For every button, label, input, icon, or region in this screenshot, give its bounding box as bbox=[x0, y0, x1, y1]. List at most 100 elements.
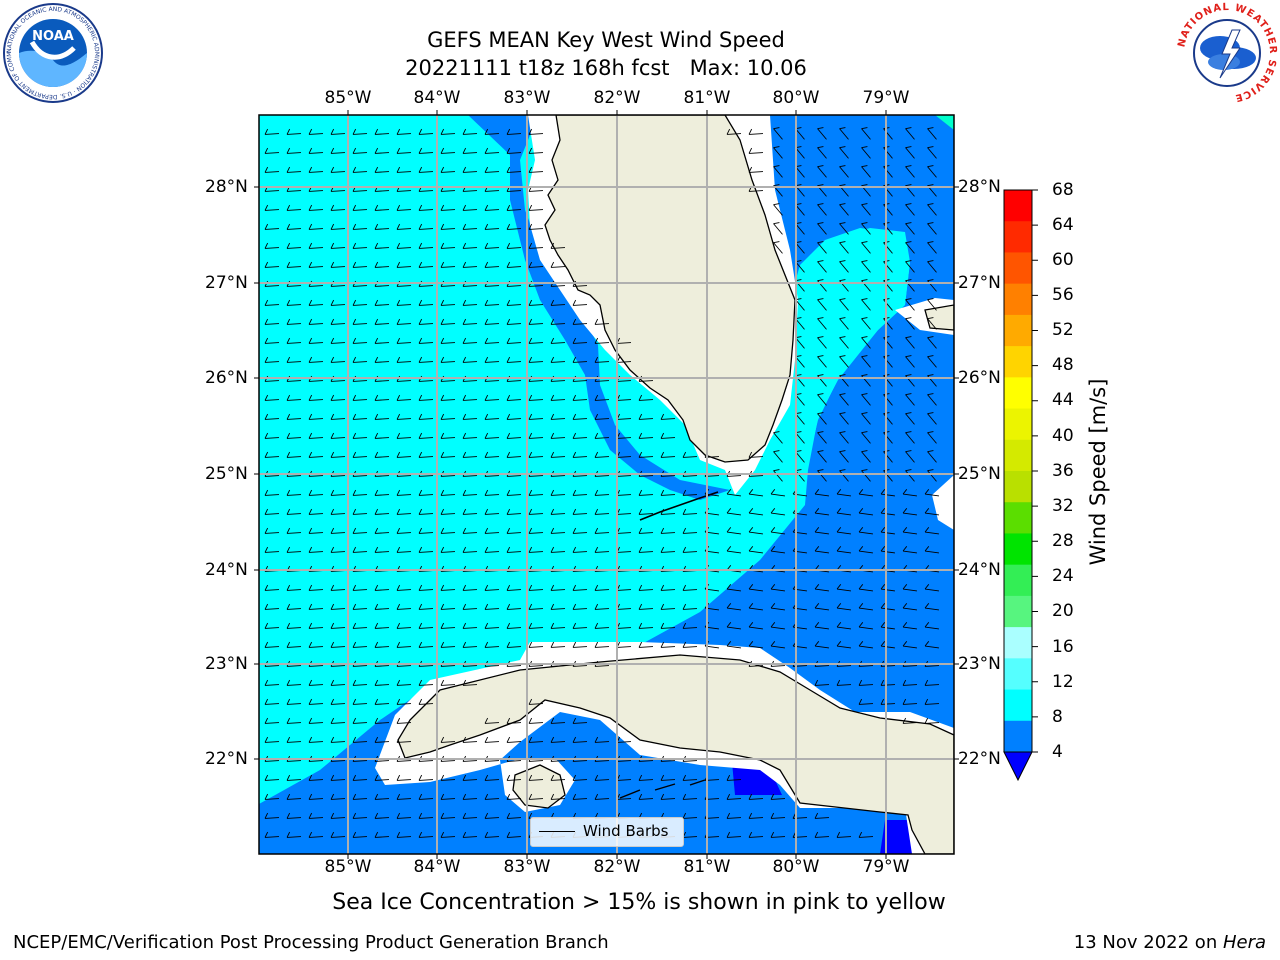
wind-barb bbox=[858, 546, 873, 554]
wind-barb bbox=[330, 546, 346, 553]
wind-barb bbox=[352, 299, 368, 306]
colorbar-segment bbox=[1004, 564, 1032, 597]
wind-barb bbox=[396, 736, 412, 743]
wind-barb bbox=[264, 356, 280, 363]
wind-barb bbox=[286, 622, 302, 629]
wind-barb bbox=[682, 584, 698, 591]
colorbar-tick: 56 bbox=[1052, 285, 1074, 305]
wind-barb bbox=[308, 242, 324, 249]
wind-barb bbox=[506, 546, 522, 553]
title-line-1: GEFS MEAN Key West Wind Speed bbox=[427, 28, 785, 52]
wind-barb bbox=[264, 128, 280, 135]
wind-barb bbox=[506, 641, 522, 648]
wind-barb bbox=[330, 717, 346, 724]
wind-barb bbox=[418, 451, 434, 458]
wind-barb bbox=[748, 508, 763, 516]
wind-barb bbox=[330, 356, 346, 363]
wind-barb bbox=[286, 394, 302, 401]
wind-barb bbox=[418, 261, 434, 268]
wind-barb bbox=[396, 698, 412, 705]
wind-barb bbox=[264, 736, 280, 743]
wind-barb bbox=[506, 261, 522, 268]
wind-barb bbox=[440, 812, 456, 819]
lat-label-left: 25°N bbox=[205, 464, 248, 484]
wind-barb bbox=[484, 242, 500, 249]
legend-label: Wind Barbs bbox=[583, 822, 669, 840]
wind-barb bbox=[396, 527, 412, 534]
title-line-2: 20221111 t18z 168h fcst Max: 10.06 bbox=[405, 56, 807, 80]
wind-barb bbox=[924, 622, 939, 630]
wind-barb bbox=[484, 451, 500, 458]
wind-barb bbox=[927, 355, 937, 368]
wind-barb bbox=[352, 451, 368, 458]
lon-label-bottom: 85°W bbox=[324, 857, 372, 877]
wind-barb bbox=[506, 432, 522, 439]
wind-barb bbox=[770, 812, 786, 819]
wind-barb bbox=[374, 204, 390, 211]
wind-barb bbox=[330, 413, 346, 420]
wind-barb bbox=[506, 831, 522, 838]
wind-barb bbox=[770, 527, 785, 535]
wind-barb bbox=[264, 603, 280, 610]
wind-barb bbox=[462, 299, 478, 306]
wind-barb bbox=[352, 831, 368, 838]
wind-barb bbox=[264, 717, 280, 724]
wind-barb bbox=[861, 222, 871, 235]
wind-barb bbox=[550, 299, 566, 306]
wind-barb bbox=[682, 546, 698, 553]
wind-barb bbox=[374, 603, 390, 610]
wind-barb bbox=[773, 450, 783, 463]
wind-barb bbox=[550, 242, 566, 249]
wind-barb bbox=[880, 546, 895, 554]
wind-barb bbox=[528, 413, 544, 420]
wind-barb bbox=[594, 774, 610, 781]
wind-barb bbox=[682, 451, 698, 458]
colorbar-segment bbox=[1004, 595, 1032, 628]
wind-barb bbox=[572, 413, 588, 420]
lon-label-bottom: 79°W bbox=[862, 857, 910, 877]
wind-barb bbox=[330, 812, 346, 819]
wind-barb bbox=[352, 698, 368, 705]
wind-barb bbox=[374, 736, 390, 743]
wind-barb bbox=[902, 698, 918, 705]
wind-barb bbox=[308, 527, 324, 534]
wind-barb bbox=[352, 508, 368, 515]
wind-barb bbox=[660, 508, 676, 515]
wind-barb bbox=[927, 336, 937, 349]
wind-barb bbox=[286, 489, 302, 496]
wind-barb bbox=[462, 413, 478, 420]
wind-barb bbox=[286, 337, 302, 344]
wind-barb bbox=[462, 166, 478, 173]
wind-barb bbox=[572, 508, 588, 515]
footer-date: 13 Nov 2022 on Hera bbox=[1074, 932, 1266, 953]
wind-barb bbox=[924, 508, 939, 516]
wind-barb bbox=[726, 641, 741, 649]
wind-barb bbox=[817, 431, 827, 444]
wind-barb bbox=[462, 603, 478, 610]
wind-barb bbox=[264, 337, 280, 344]
wind-barb bbox=[638, 793, 654, 800]
wind-barb bbox=[594, 489, 610, 496]
wind-barb bbox=[572, 793, 588, 800]
wind-barb bbox=[462, 147, 478, 154]
colorbar-segment bbox=[1004, 221, 1032, 253]
wind-barb bbox=[550, 717, 566, 724]
wind-barb bbox=[396, 679, 412, 686]
colorbar-segment bbox=[1004, 314, 1032, 347]
wind-barb bbox=[572, 622, 588, 629]
wind-barb bbox=[814, 831, 830, 838]
wind-barb bbox=[308, 204, 324, 211]
wind-barb bbox=[484, 584, 500, 591]
wind-barb bbox=[440, 166, 456, 173]
wind-barb bbox=[528, 394, 544, 401]
wind-barb bbox=[506, 299, 522, 306]
wind-barb bbox=[264, 166, 280, 173]
no-data-bahamas-east bbox=[932, 475, 954, 530]
wind-barb bbox=[902, 508, 917, 516]
wind-barb bbox=[528, 451, 544, 458]
wind-barb bbox=[374, 128, 390, 135]
wind-barb bbox=[396, 299, 412, 306]
wind-barb bbox=[484, 793, 500, 800]
colorbar-tick: 24 bbox=[1052, 566, 1074, 586]
wind-barb bbox=[726, 622, 741, 630]
